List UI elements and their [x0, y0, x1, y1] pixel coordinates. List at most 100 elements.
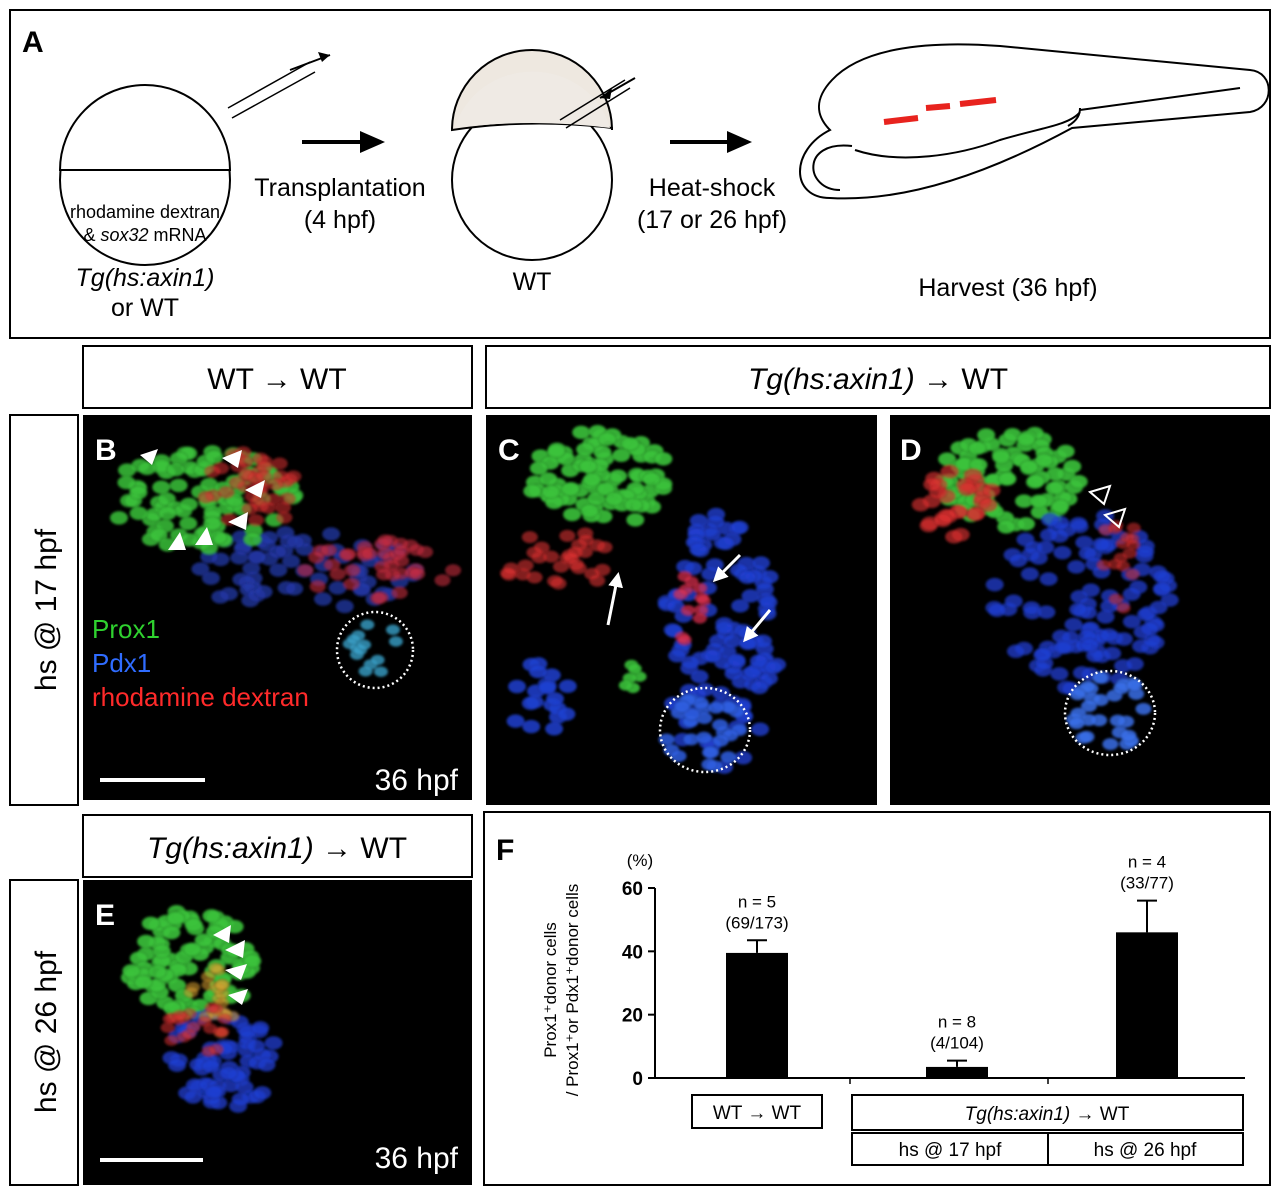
cell [166, 462, 186, 477]
panel-a-frame [9, 9, 1271, 339]
cell [338, 548, 356, 562]
bar [926, 1066, 988, 1078]
cell [618, 679, 634, 692]
cell [194, 933, 214, 948]
harvest-text: Harvest (36 hpf) [918, 274, 1097, 302]
cell [701, 745, 719, 759]
cell [444, 563, 462, 577]
cell [408, 567, 426, 581]
cell [148, 964, 168, 979]
panel-label: B [95, 434, 117, 467]
cell [558, 529, 576, 543]
cell [284, 581, 304, 596]
cell [978, 497, 998, 513]
cell [561, 482, 580, 497]
cell [117, 463, 137, 478]
arrow [670, 131, 752, 153]
cell [627, 663, 643, 675]
cell [624, 497, 643, 513]
cell [571, 425, 591, 440]
cell [204, 1002, 220, 1014]
cell [546, 444, 566, 459]
cell [1109, 714, 1127, 728]
cell [690, 669, 709, 684]
cell [408, 543, 426, 557]
cell [507, 679, 527, 694]
cell [673, 700, 691, 714]
cell [922, 477, 942, 492]
cell [944, 529, 964, 544]
cell [243, 532, 262, 547]
cell [376, 534, 394, 547]
cell [201, 1045, 217, 1057]
cell [167, 1058, 187, 1073]
panel-label: E [95, 899, 115, 932]
cells [109, 424, 1180, 1114]
cell [667, 648, 687, 663]
cell [307, 550, 325, 564]
step-text: Transplantation [254, 174, 425, 202]
cell [219, 1066, 238, 1081]
cell [1125, 568, 1140, 580]
annotation: (4/104) [930, 1034, 984, 1053]
cell [247, 513, 265, 527]
cell [259, 530, 279, 545]
cell [252, 1085, 272, 1100]
cell [541, 484, 561, 500]
cell [683, 561, 703, 576]
cell [358, 665, 373, 677]
y-axis-label: Prox1⁺donor cells [541, 922, 560, 1058]
donor-genotype: or WT [111, 294, 179, 322]
cell [246, 1039, 266, 1054]
cell [179, 497, 199, 512]
panel-label: F [496, 834, 514, 867]
cell [545, 691, 565, 707]
cell [604, 491, 624, 507]
cell [210, 589, 230, 605]
y-unit: (%) [627, 851, 653, 870]
cell [109, 510, 129, 526]
cell [1098, 524, 1114, 536]
cell [567, 558, 585, 572]
cell [1019, 459, 1039, 475]
cell [229, 550, 249, 565]
cell [360, 546, 378, 560]
cell [335, 599, 355, 614]
error-bar [1137, 899, 1157, 933]
cell [597, 432, 617, 447]
cell [653, 451, 673, 466]
cell [749, 653, 769, 669]
cell [705, 557, 725, 573]
cell [346, 633, 361, 645]
cell [506, 713, 525, 729]
panel-label: D [900, 434, 922, 467]
cell [677, 570, 692, 583]
header: WT → WT [207, 363, 346, 396]
cell [546, 574, 564, 588]
donor-genotype: Tg(hs:axin1) [76, 264, 215, 292]
cell [266, 477, 284, 491]
cell [1091, 671, 1109, 685]
cell [741, 588, 760, 604]
cell [169, 478, 189, 493]
cell [228, 476, 246, 490]
cell [720, 750, 737, 764]
cell [750, 722, 770, 737]
host-embryo [450, 49, 636, 261]
cell [722, 633, 742, 649]
cell [967, 441, 987, 456]
cell [1126, 522, 1142, 534]
x-tick-label: hs @ 26 hpf [1094, 1140, 1197, 1161]
cell [673, 588, 689, 600]
cell [738, 570, 757, 585]
cell [208, 962, 224, 974]
group-label-part: → WT [1070, 1104, 1129, 1125]
cell [128, 485, 148, 500]
cell [677, 634, 693, 646]
cell [1078, 730, 1095, 744]
cell [703, 648, 723, 664]
host-text: WT [513, 268, 552, 296]
cell [247, 549, 267, 565]
cell [214, 1026, 230, 1038]
cell [521, 719, 541, 734]
